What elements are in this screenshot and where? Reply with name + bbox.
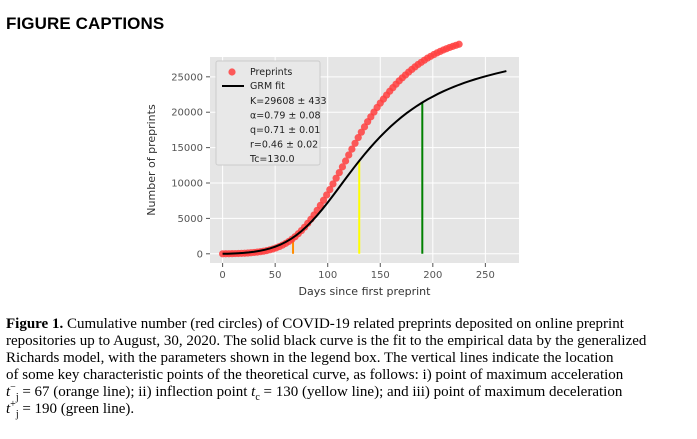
data-point [326,185,334,194]
section-title: FIGURE CAPTIONS [6,14,165,33]
caption-line-1: Figure 1. Cumulative number (red circles… [6,316,624,332]
data-point [351,139,359,147]
data-point [360,123,369,131]
caption-line-3: Richards model, with the parameters show… [6,350,614,366]
caption-label: Figure 1. [6,316,64,332]
caption-line-2: repositories up to August, 30, 2020. The… [6,333,647,349]
data-point [323,191,331,199]
y-tick-label: 10000 [171,179,203,190]
figure-caption: Figure 1. Cumulative number (red circles… [6,316,690,420]
x-tick-label: 50 [269,270,282,281]
caption-line-6: t+j = 190 (green line). [6,399,135,420]
data-point [341,157,350,165]
data-point [357,128,365,136]
x-tick-label: 250 [476,270,495,281]
legend-param: r=0.46 ± 0.02 [250,140,318,151]
y-axis-label: Number of preprints [145,104,158,216]
x-tick-label: 150 [371,270,390,281]
data-point [335,169,343,177]
y-tick-label: 25000 [171,72,203,83]
x-tick-label: 0 [219,270,225,281]
data-point [319,196,328,204]
y-tick-label: 15000 [171,143,203,154]
legend-param: K=29608 ± 433 [250,96,327,107]
x-tick-label: 100 [318,270,337,281]
data-point [354,134,362,142]
legend: Preprints GRM fit K=29608 ± 433 α=0.79 ± 0.… [215,60,327,166]
figure-1: 0 50 100 150 200 250 0 5000 10000 15000 20000 2500… [145,40,519,298]
y-tick-label: 20000 [171,108,203,119]
y-axis-ticks: 0 5000 10000 15000 20000 25000 [171,72,210,260]
y-tick-label: 0 [197,249,203,260]
caption-line-5: t−j = 67 (orange line); ii) inflection p… [6,382,623,403]
legend-label-fit: GRM fit [250,81,285,92]
data-point [348,145,356,153]
x-tick-label: 200 [423,270,442,281]
x-axis-ticks: 0 50 100 150 200 250 [219,263,495,281]
legend-marker-preprints [228,68,236,76]
legend-param: q=0.71 ± 0.01 [250,125,320,136]
data-point [455,40,463,48]
legend-label-preprints: Preprints [250,67,292,78]
y-tick-label: 5000 [178,214,203,225]
x-axis-label: Days since first preprint [299,285,432,298]
caption-line-4: of some key characteristic points of the… [6,367,624,383]
data-point [345,151,353,159]
grm-fit-line [222,70,507,255]
cumulative-preprints-chart: 0 50 100 150 200 250 0 5000 10000 15000 20000 2500… [145,40,519,298]
data-point [329,180,337,188]
data-point [332,174,340,182]
legend-param: α=0.79 ± 0.08 [250,111,321,122]
legend-param: Tc=130.0 [249,154,295,165]
data-point [338,163,347,171]
